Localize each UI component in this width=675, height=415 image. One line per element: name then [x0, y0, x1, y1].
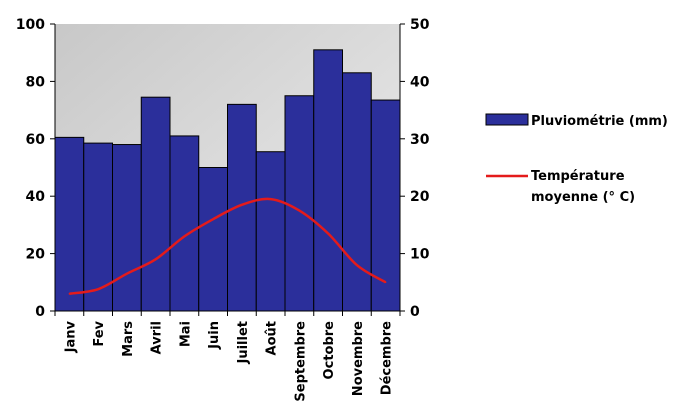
temperature-point-mars [126, 272, 128, 275]
category-label-octobre: Octobre [322, 321, 337, 380]
bar-janv [54, 136, 85, 312]
bar-septembre [284, 95, 315, 312]
temperature-point-fev [97, 288, 99, 290]
temperature-point-mai [183, 235, 186, 238]
bar-novembre [342, 72, 372, 312]
temperature-point-août [269, 198, 272, 200]
category-label-septembre: Septembre [293, 321, 308, 402]
bar-août [255, 151, 286, 312]
left-tick-label: 60 [26, 132, 46, 148]
left-tick-label: 80 [26, 74, 46, 90]
category-label-mars: Mars [121, 321, 136, 357]
category-label-août: Août [265, 321, 280, 355]
bar-mai [169, 135, 200, 312]
category-label-janv: Janv [63, 320, 78, 353]
left-tick-label: 0 [35, 304, 45, 320]
bar-juin [198, 167, 228, 312]
category-label-mai: Mai [178, 321, 193, 347]
category-label-juillet: Juillet [236, 321, 251, 365]
bar-octobre [313, 49, 343, 312]
left-tick-label: 20 [26, 247, 46, 263]
bar-décembre [370, 99, 401, 312]
bar-juillet [227, 103, 257, 312]
right-tick-label: 0 [410, 304, 420, 320]
temperature-point-juillet [241, 204, 243, 206]
temperature-point-avril [154, 258, 157, 261]
category-label-novembre: Novembre [351, 321, 366, 396]
bar-fev [83, 142, 113, 312]
legend-label-temperature-line1: Température [531, 169, 625, 184]
legend-label-temperature-line2: moyenne (° C) [531, 190, 635, 205]
right-tick-label: 10 [410, 247, 430, 263]
bar-avril [140, 96, 171, 312]
temperature-point-janv [68, 292, 71, 295]
left-tick-label: 40 [26, 189, 46, 205]
right-tick-label: 30 [410, 132, 430, 148]
temperature-point-octobre [327, 232, 329, 235]
right-tick-label: 50 [410, 17, 430, 33]
temperature-point-novembre [356, 264, 358, 266]
right-tick-label: 40 [410, 74, 430, 90]
legend-label-rainfall: Pluviométrie (mm) [531, 114, 668, 129]
legend-swatch-rainfall [485, 113, 529, 126]
category-label-juin: Juin [207, 321, 222, 350]
bar-mars [112, 144, 142, 312]
category-label-décembre: Décembre [380, 321, 395, 395]
temperature-point-juin [212, 218, 214, 220]
temperature-point-décembre [384, 281, 387, 284]
left-tick-label: 100 [16, 17, 45, 33]
category-label-avril: Avril [150, 321, 165, 354]
category-label-fev: Fev [92, 320, 107, 346]
right-tick-label: 20 [410, 189, 430, 205]
temperature-point-septembre [298, 209, 301, 212]
temperature-line [69, 197, 387, 296]
